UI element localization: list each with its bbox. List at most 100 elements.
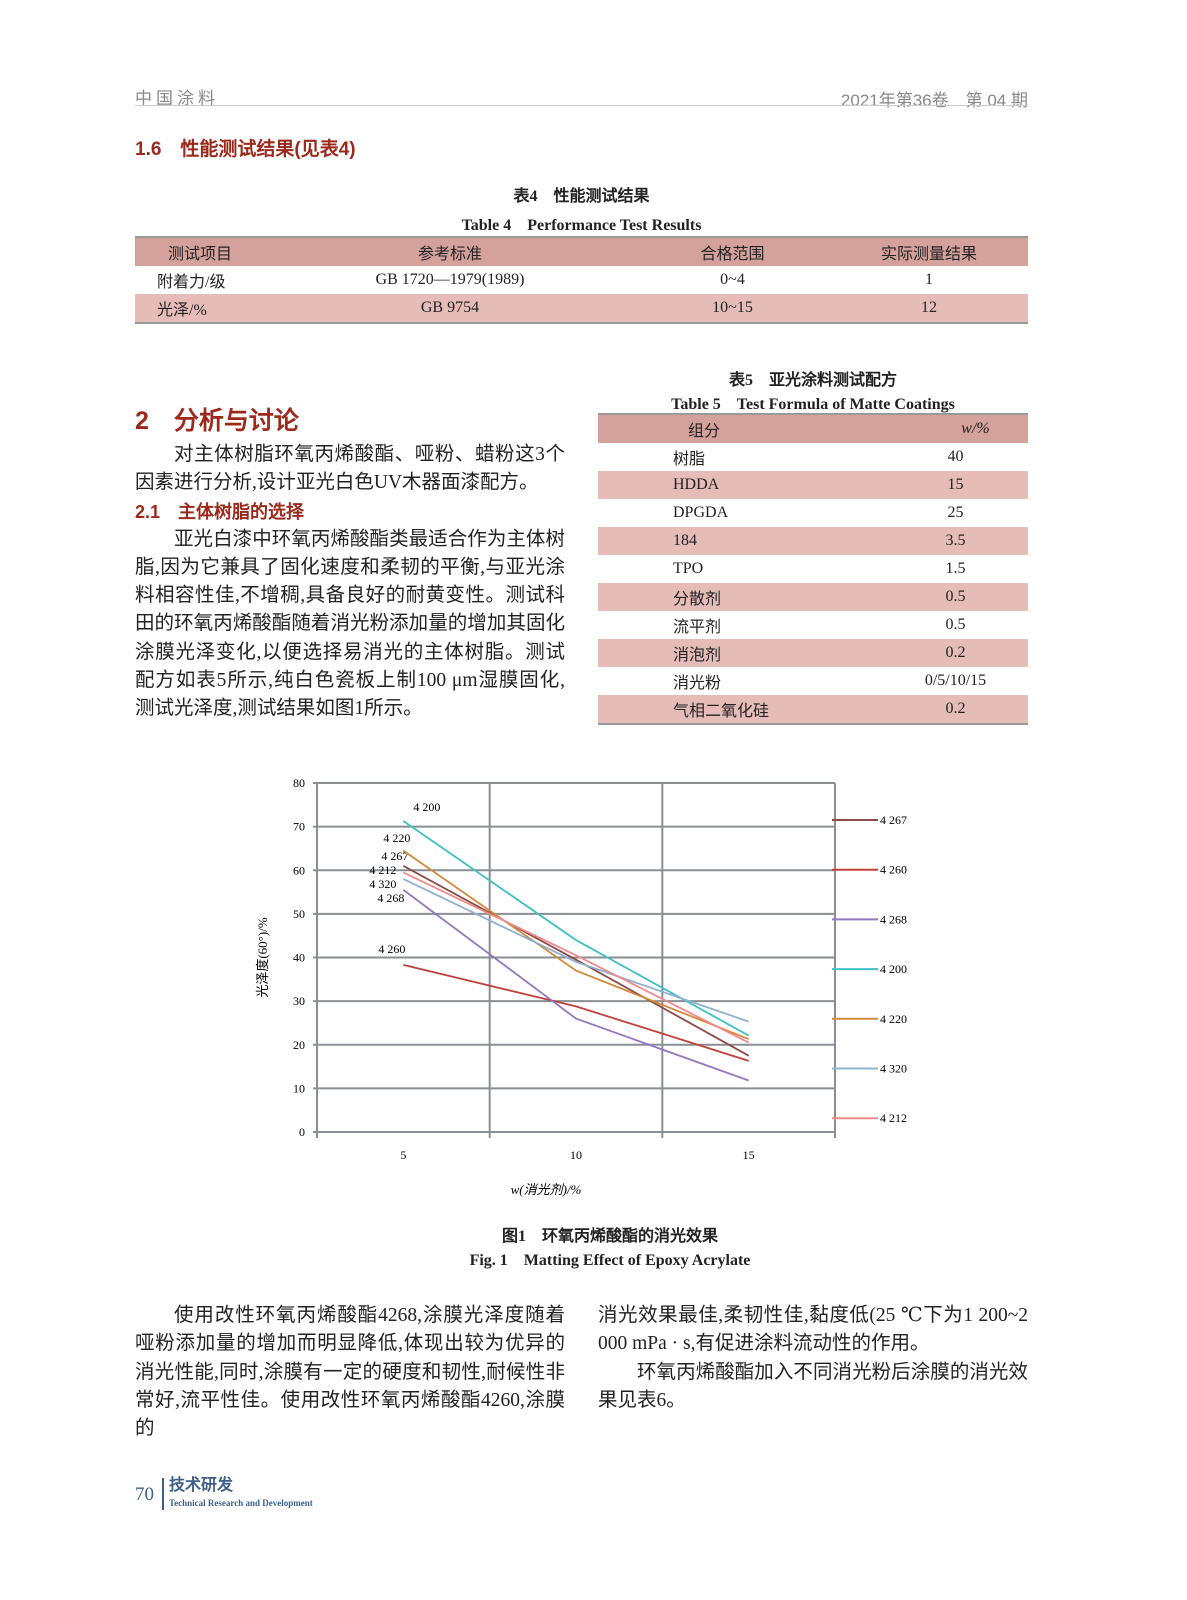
table-cell: 树脂 (673, 451, 706, 468)
table-cell: 40 (947, 448, 964, 465)
table-cell: 3.5 (945, 532, 966, 549)
legend-label: 4 220 (880, 1012, 907, 1026)
series-label: 4 260 (378, 942, 405, 956)
column-header: 实际测量结果 (880, 246, 977, 263)
figure-caption-cn: 图1 环氧丙烯酸酯的消光效果 (501, 1228, 718, 1245)
x-tick-label: 5 (400, 1148, 406, 1162)
y-tick-label: 70 (293, 820, 305, 834)
table-cell: 气相二氧化硅 (673, 703, 770, 720)
series-label: 4 220 (383, 831, 410, 845)
paragraph-bottom-right: 消光效果最佳,柔韧性佳,黏度低(25 ℃下为1 200~2 000 mPa · … (598, 1302, 1028, 1415)
series-label: 4 200 (413, 800, 440, 814)
y-tick-label: 50 (293, 907, 305, 921)
paragraph-bottom-left: 使用改性环氧丙烯酸酯4268,涂膜光泽度随着哑粉添加量的增加而明显降低,体现出较… (135, 1302, 565, 1443)
y-tick-label: 10 (293, 1081, 305, 1095)
legend-label: 4 268 (880, 912, 907, 926)
footer-section-en: Technical Research and Development (169, 1498, 313, 1508)
series-line (402, 889, 749, 1082)
table-cell: DPGDA (673, 504, 729, 521)
paragraph-2: 对主体树脂环氧丙烯酸酯、哑粉、蜡粉这3个因素进行分析,设计亚光白色UV木器面漆配… (135, 441, 565, 498)
x-tick-label: 10 (570, 1148, 582, 1162)
footer-divider (162, 1478, 164, 1510)
section-heading-1-6: 1.6 性能测试结果(见表4) (135, 139, 356, 160)
series-line (402, 871, 750, 1044)
paragraph-text: 对主体树脂环氧丙烯酸酯、哑粉、蜡粉这3个因素进行分析,设计亚光白色UV木器面漆配… (135, 444, 565, 494)
column-header: 组分 (688, 423, 721, 440)
x-axis-label: w(消光剂)/% (511, 1182, 582, 1197)
y-tick-label: 40 (293, 951, 305, 965)
table-row: 184 3.5 (598, 527, 1028, 555)
table5-caption-en: Table 5 Test Formula of Matte Coatings (671, 396, 955, 413)
table-cell: 1.5 (945, 560, 966, 577)
paragraph-text: 消光效果最佳,柔韧性佳,黏度低(25 ℃下为1 200~2 000 mPa · … (598, 1305, 1028, 1355)
series-line (402, 878, 749, 1023)
table-row: 光泽/% GB 9754 10~15 12 (135, 294, 1028, 323)
series-line (403, 964, 749, 1062)
section-heading-2: 2 分析与讨论 (135, 407, 299, 435)
section-heading-2-1: 2.1 主体树脂的选择 (135, 501, 305, 522)
y-tick-label: 80 (293, 776, 305, 790)
left-column-section-2: 2 分析与讨论 对主体树脂环氧丙烯酸酯、哑粉、蜡粉这3个因素进行分析,设计亚光白… (135, 404, 565, 724)
table-cell: 25 (947, 504, 964, 521)
table-cell: 0.2 (945, 700, 966, 717)
y-tick-label: 0 (299, 1125, 305, 1139)
table4: 测试项目 参考标准 合格范围 实际测量结果 附着力/级 GB 1720—1979… (135, 236, 1028, 324)
table-cell: 附着力/级 (157, 274, 226, 291)
table-row: 附着力/级 GB 1720—1979(1989) 0~4 1 (135, 266, 1028, 294)
table-row: 消泡剂 0.2 (598, 639, 1028, 667)
footer-section-cn: 技术研发 (169, 1477, 234, 1494)
table-cell: 12 (921, 299, 937, 316)
paragraph-text: 环氧丙烯酸酯加入不同消光粉后涂膜的消光效果见表6。 (598, 1361, 1028, 1411)
series-line (402, 849, 749, 1040)
x-tick-label: 15 (743, 1148, 755, 1162)
issue-info: 2021年第36卷 第 04 期 (840, 91, 1028, 110)
y-tick-label: 20 (293, 1038, 305, 1052)
table-cell: GB 9754 (420, 299, 480, 316)
table-row: 树脂 40 (598, 443, 1028, 471)
table5: 组分 w/% 树脂 40 HDDA 15 DPGDA 25 184 3.5 TPO 1.5 分散剂 0… (598, 413, 1028, 725)
series-label: 4 320 (369, 877, 396, 891)
table-cell: 0.5 (945, 616, 966, 633)
table-cell: 10~15 (712, 299, 753, 316)
y-tick-label: 30 (293, 994, 305, 1008)
series-label: 4 268 (377, 891, 404, 905)
journal-name: 中国涂料 (135, 89, 219, 108)
gloss-line-chart: 0 10 20 30 40 50 60 70 80 5 10 15 光泽度(60°)/% w(消光剂)/%… (255, 776, 907, 1197)
table-row: DPGDA 25 (598, 499, 1028, 527)
table-row: 气相二氧化硅 0.2 (598, 695, 1028, 724)
series-line (402, 820, 750, 1037)
legend-label: 4 260 (880, 863, 907, 877)
paragraph-2-1: 亚光白漆中环氧丙烯酸酯类最适合作为主体树脂,因为它兼具了固化速度和柔韧的平衡,与… (135, 526, 565, 724)
table-cell: GB 1720—1979(1989) (375, 271, 525, 288)
table-row: 分散剂 0.5 (598, 583, 1028, 611)
header-divider (135, 105, 1028, 106)
table-cell: 1 (925, 271, 933, 288)
table-cell: 0.5 (945, 588, 966, 605)
table-cell: 0/5/10/15 (924, 672, 987, 689)
column-header: w/% (961, 420, 990, 437)
y-tick-label: 60 (293, 863, 305, 877)
table-cell: TPO (673, 560, 704, 577)
series-label: 4 267 (381, 849, 408, 863)
table-row: HDDA 15 (598, 471, 1028, 499)
column-header: 参考标准 (417, 246, 482, 263)
table-header-row: 组分 w/% (598, 414, 1028, 443)
column-header: 测试项目 (167, 246, 232, 263)
table-cell: 0.2 (945, 644, 966, 661)
table-cell: 流平剂 (673, 619, 722, 636)
table-cell: 15 (947, 476, 964, 493)
legend-label: 4 267 (880, 813, 907, 827)
table4-caption-cn: 表4 性能测试结果 (513, 188, 650, 205)
table-cell: 光泽/% (157, 302, 207, 319)
table-row: TPO 1.5 (598, 555, 1028, 583)
legend-label: 4 200 (880, 962, 907, 976)
table-cell: 消光粉 (673, 675, 722, 692)
series-line (402, 865, 750, 1057)
y-axis-label: 光泽度(60°)/% (255, 917, 270, 997)
page-number: 70 (135, 1484, 154, 1505)
column-header: 合格范围 (700, 246, 765, 263)
table5-caption-cn: 表5 亚光涂料测试配方 (728, 372, 897, 389)
legend-label: 4 212 (880, 1111, 907, 1125)
table4-caption-en: Table 4 Performance Test Results (461, 217, 702, 234)
series-label: 4 212 (369, 863, 396, 877)
